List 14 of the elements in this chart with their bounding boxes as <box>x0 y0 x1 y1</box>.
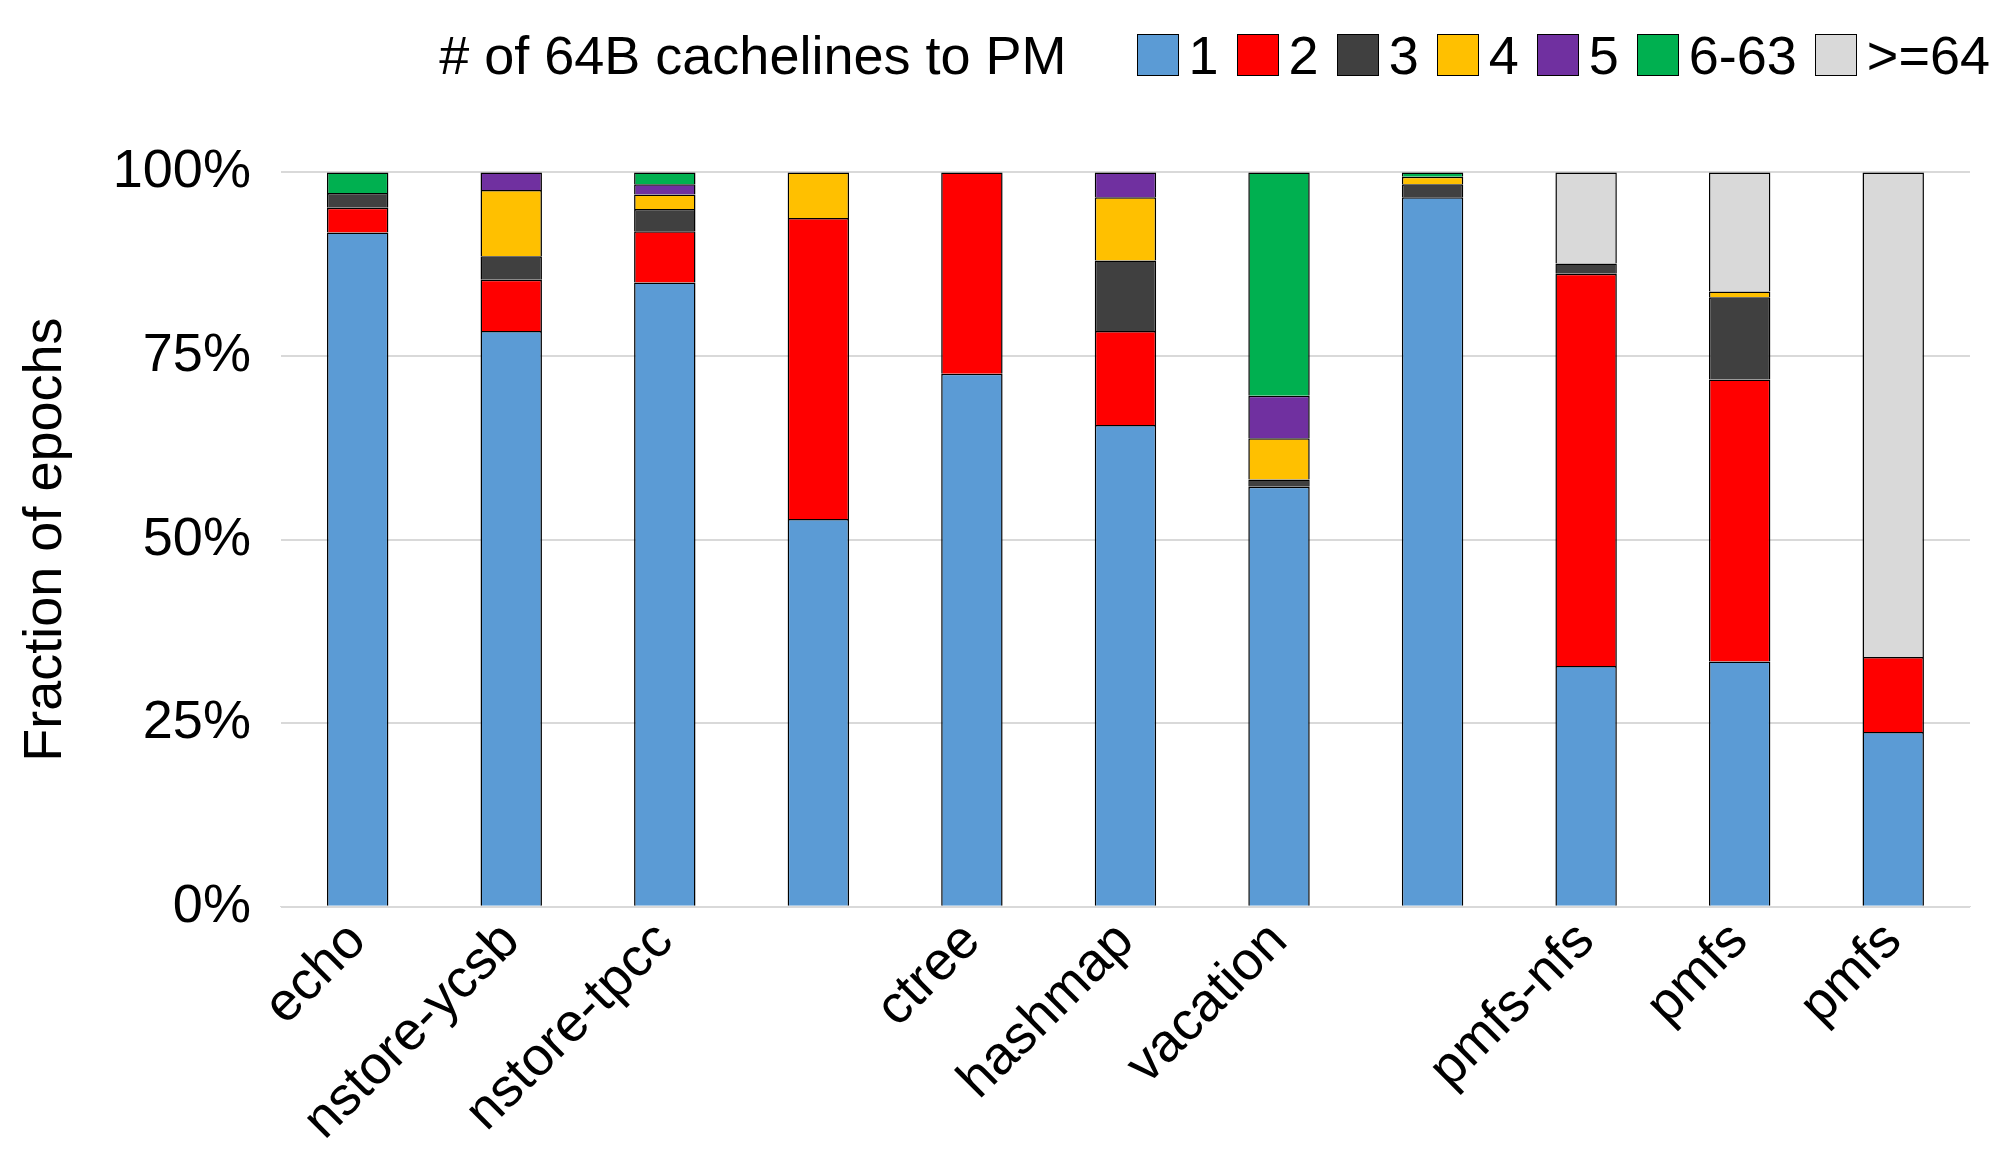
legend-title: # of 64B cachelines to PM <box>439 24 1067 86</box>
y-tick-label: 25% <box>142 689 251 750</box>
y-tick-label: 50% <box>142 505 251 566</box>
legend-label: 1 <box>1188 24 1219 86</box>
y-tick-label: 75% <box>142 321 251 382</box>
y-axis-title: Fraction of epochs <box>12 317 73 762</box>
legend-label: >=64 <box>1866 24 1990 86</box>
legend-label: 4 <box>1488 24 1519 86</box>
legend-label: 2 <box>1288 24 1319 86</box>
y-tick-label: 0% <box>172 872 251 933</box>
legend-label: 5 <box>1588 24 1619 86</box>
legend-label: 3 <box>1388 24 1419 86</box>
y-tick-label: 100% <box>112 138 251 199</box>
legend-label: 6-63 <box>1688 24 1797 86</box>
